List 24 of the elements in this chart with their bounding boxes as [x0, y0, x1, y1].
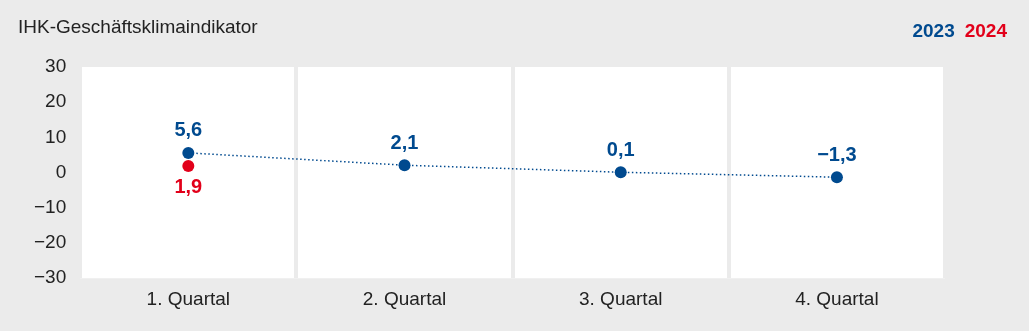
data-label: 0,1 — [606, 137, 635, 160]
x-tick-label: 3. Quartal — [578, 287, 663, 309]
point — [182, 146, 195, 159]
data-label: 2,1 — [390, 130, 419, 153]
point — [398, 159, 411, 172]
x-tick-label: 1. Quartal — [146, 287, 231, 309]
y-tick-label: 10 — [45, 125, 67, 147]
y-tick-label: 30 — [45, 55, 67, 77]
point — [830, 171, 843, 184]
chart-title: IHK-Geschäftsklimaindikator — [18, 16, 258, 38]
y-tick-label: 20 — [45, 90, 67, 112]
y-tick-label: −20 — [34, 231, 67, 253]
data-label: −1,3 — [817, 142, 857, 165]
data-label: 1,9 — [174, 175, 203, 198]
data-label: 5,6 — [174, 118, 203, 141]
text: 2024 — [964, 20, 1007, 41]
point — [614, 166, 627, 179]
x-tick-label: 4. Quartal — [795, 287, 879, 309]
point — [182, 159, 195, 172]
text: 2023 — [912, 20, 955, 41]
y-tick-label: −10 — [34, 196, 67, 218]
y-tick-label: −30 — [34, 266, 67, 288]
y-tick-label: 0 — [55, 160, 67, 182]
x-tick-label: 2. Quartal — [362, 287, 447, 309]
